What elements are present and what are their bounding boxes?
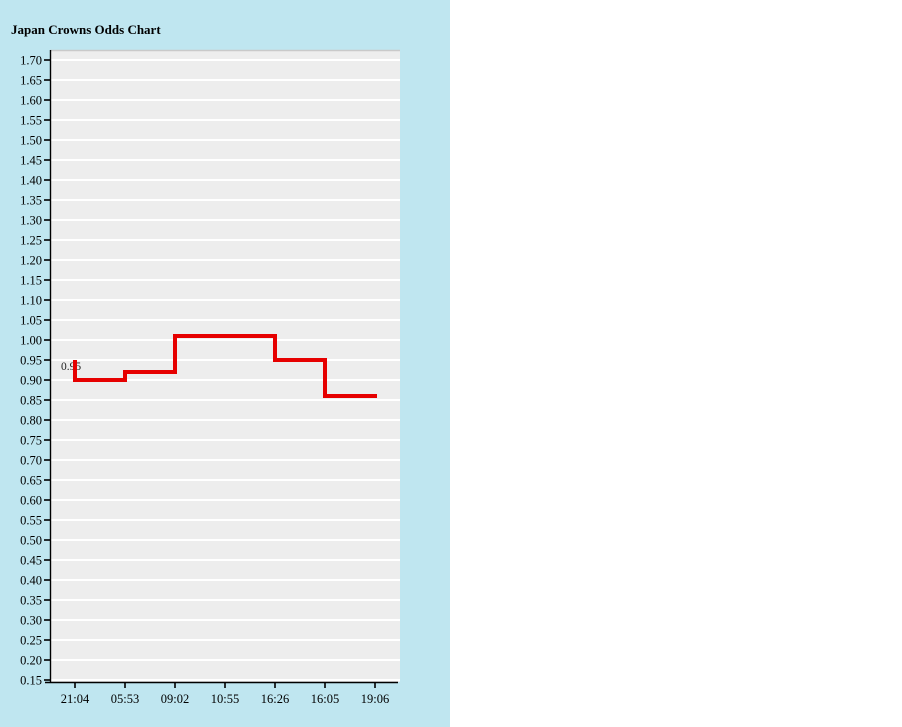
plot-area [50, 50, 400, 682]
x-tick-label: 16:05 [311, 692, 339, 706]
y-tick-label: 0.60 [20, 494, 42, 508]
y-tick-label: 1.35 [20, 194, 42, 208]
odds-chart-panel: Japan Crowns Odds Chart 1.70 1.65 1.60 1.55… [0, 0, 450, 727]
y-tick-label: 1.05 [20, 314, 42, 328]
y-tick-label: 0.30 [20, 614, 42, 628]
y-tick-label: 1.45 [20, 154, 42, 168]
y-tick-label: 0.95 [20, 354, 42, 368]
y-tick-label: 1.10 [20, 294, 42, 308]
y-tick-label: 1.00 [20, 334, 42, 348]
y-tick-label: 0.80 [20, 414, 42, 428]
y-tick-label: 0.85 [20, 394, 42, 408]
y-tick-label: 1.60 [20, 94, 42, 108]
y-tick-label: 0.20 [20, 654, 42, 668]
y-tick-label: 1.40 [20, 174, 42, 188]
y-tick-label: 1.55 [20, 114, 42, 128]
y-tick-label: 1.50 [20, 134, 42, 148]
y-tick-label: 1.65 [20, 74, 42, 88]
x-tick-label: 09:02 [161, 692, 189, 706]
x-tick-label: 19:06 [361, 692, 389, 706]
x-tick-label: 05:53 [111, 692, 139, 706]
chart-title: Japan Crowns Odds Chart [11, 22, 161, 37]
y-tick-label: 0.50 [20, 534, 42, 548]
x-tick-label: 16:26 [261, 692, 289, 706]
y-tick-label: 0.40 [20, 574, 42, 588]
y-tick-label: 0.65 [20, 474, 42, 488]
y-tick-label: 0.15 [20, 674, 42, 688]
y-tick-label: 0.75 [20, 434, 42, 448]
y-tick-label: 0.45 [20, 554, 42, 568]
x-tick-label: 21:04 [61, 692, 90, 706]
x-tick-label: 10:55 [211, 692, 239, 706]
y-tick-label: 0.55 [20, 514, 42, 528]
odds-step-line [73, 334, 377, 398]
y-tick-label: 1.25 [20, 234, 42, 248]
y-tick-label: 1.30 [20, 214, 42, 228]
odds-chart: 1.70 1.65 1.60 1.55 1.50 1.45 1.40 1.35 1.30 1.25… [20, 49, 400, 706]
y-tick-label: 1.15 [20, 274, 42, 288]
y-tick-label: 1.70 [20, 54, 42, 68]
y-tick-label: 0.70 [20, 454, 42, 468]
y-tick-label: 0.25 [20, 634, 42, 648]
y-tick-label: 1.20 [20, 254, 42, 268]
y-tick-label: 0.35 [20, 594, 42, 608]
y-tick-label: 0.90 [20, 374, 42, 388]
start-value-annotation: 0.95 [61, 361, 81, 373]
